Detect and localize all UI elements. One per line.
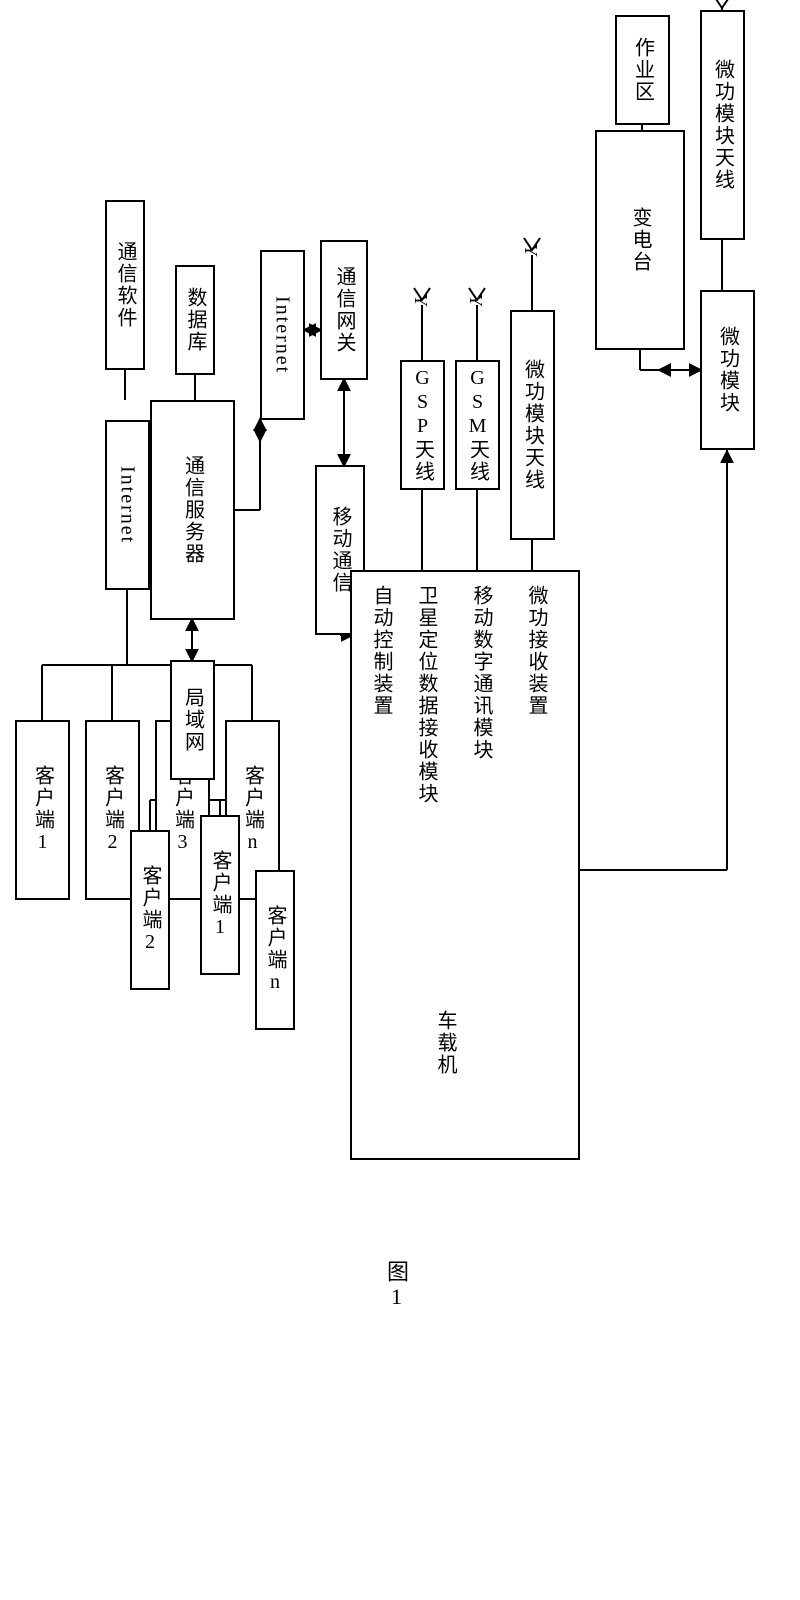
internet-left-box: Internet [105,420,150,590]
antenna-tip-icon: Y [465,294,486,307]
client-1a-label: 客户端1 [30,765,56,855]
client-1a-box: 客户端1 [15,720,70,900]
client-1b-label: 客户端1 [207,850,233,940]
mp-antenna-1-label: 微功模块天线 [710,59,736,191]
gsm-antenna-label: GSM天线 [465,367,491,483]
lan-label: 局域网 [180,687,206,753]
antenna-tip-icon: Y [520,244,541,257]
comm-software-box: 通信软件 [105,200,145,370]
antenna-tip-icon: Y [410,294,431,307]
internet-right-label: Internet [270,296,296,374]
mp-antenna-2-label: 微功模块天线 [520,359,546,491]
lan-box: 局域网 [170,660,215,780]
substation-box: 变电台 [595,130,685,350]
client-1b-box: 客户端1 [200,815,240,975]
figure-caption: 图1 [380,1260,412,1317]
gps-antenna-label: GSP天线 [410,367,436,483]
sat-position-label: 卫星定位数据接收模块 [413,585,439,812]
comm-software-label: 通信软件 [112,241,138,329]
internet-right-box: Internet [260,250,305,420]
mp-receive-label: 微功接收装置 [523,585,549,724]
mp-module-box: 微功模块 [700,290,755,450]
mp-antenna-1-box: 微功模块天线 [700,10,745,240]
mobile-digital-label: 移动数字通讯模块 [468,585,494,768]
database-label: 数据库 [182,287,208,353]
database-box: 数据库 [175,265,215,375]
substation-label: 变电台 [627,207,653,273]
work-area-label: 作业区 [630,37,656,103]
gps-antenna-box: GSP天线 [400,360,445,490]
mp-antenna-2-box: 微功模块天线 [510,310,555,540]
mp-module-label: 微功模块 [715,326,741,414]
auto-control-label: 自动控制装置 [368,585,394,724]
comm-gateway-label: 通信网关 [331,266,357,354]
work-area-box: 作业区 [615,15,670,125]
obu-label: 车载机 [432,1010,458,1083]
client-2b-box: 客户端2 [130,830,170,990]
client-2a-label: 客户端2 [100,765,126,855]
gsm-antenna-box: GSM天线 [455,360,500,490]
comm-server-box: 通信服务器 [150,400,235,620]
client-nb-label: 客户端n [262,905,288,995]
client-na-label: 客户端n [240,765,266,855]
internet-left-label: Internet [115,466,141,544]
comm-gateway-box: 通信网关 [320,240,368,380]
client-nb-box: 客户端n [255,870,295,1030]
comm-server-label: 通信服务器 [180,455,206,565]
client-2b-label: 客户端2 [137,865,163,955]
